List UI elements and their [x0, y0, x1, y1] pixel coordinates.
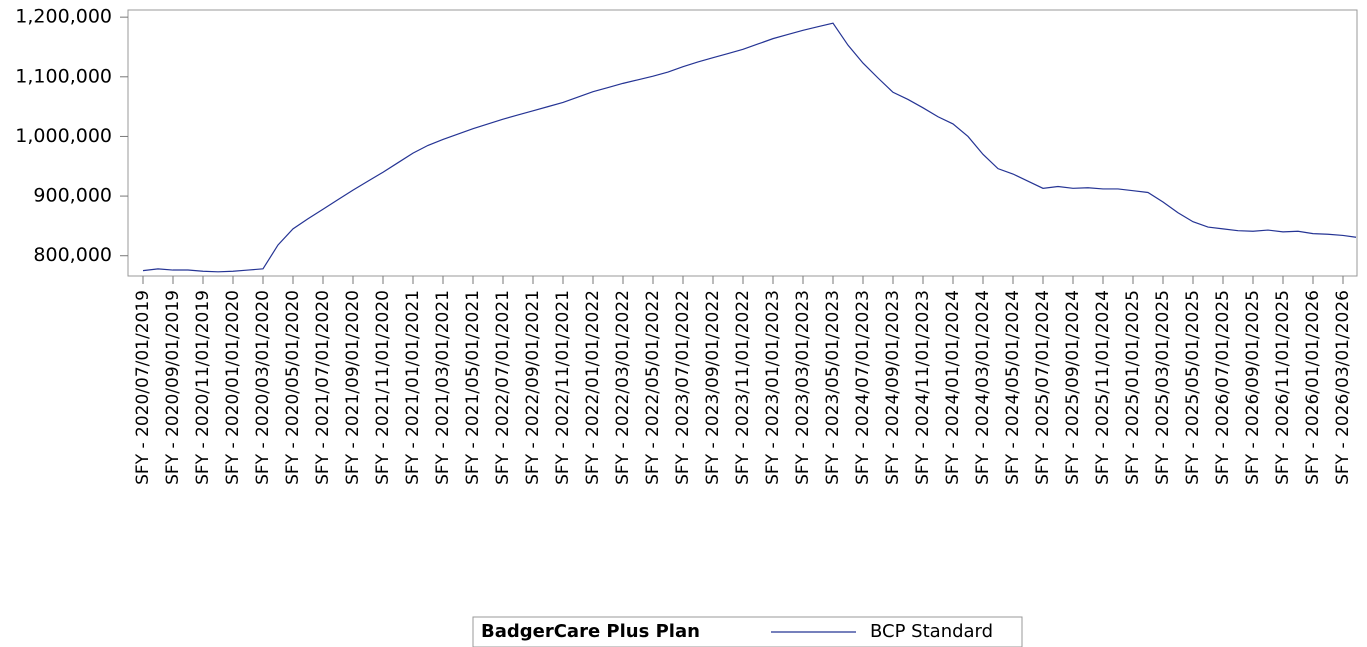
x-tick-label: SFY - 2025/09/01/2024 — [1063, 290, 1083, 485]
x-tick-label: SFY - 2020/07/01/2019 — [133, 290, 153, 485]
legend-title: BadgerCare Plus Plan — [481, 621, 700, 642]
x-tick-label: SFY - 2026/03/01/2026 — [1333, 290, 1353, 485]
x-tick-label: SFY - 2020/11/01/2019 — [193, 290, 213, 485]
x-tick-label: SFY - 2023/09/01/2022 — [703, 290, 723, 485]
x-tick-label: SFY - 2023/11/01/2022 — [733, 290, 753, 485]
x-tick-label: SFY - 2022/07/01/2021 — [493, 290, 513, 485]
x-tick-label: SFY - 2023/03/01/2023 — [793, 290, 813, 485]
x-tick-label: SFY - 2025/11/01/2024 — [1093, 290, 1113, 485]
x-tick-label: SFY - 2021/01/01/2021 — [403, 290, 423, 485]
x-tick-label: SFY - 2021/05/01/2021 — [463, 290, 483, 485]
x-tick-label: SFY - 2022/05/01/2022 — [643, 290, 663, 485]
x-tick-label: SFY - 2022/09/01/2021 — [523, 290, 543, 485]
y-tick-label: 1,200,000 — [15, 6, 112, 28]
x-tick-label: SFY - 2022/03/01/2022 — [613, 290, 633, 485]
x-tick-label: SFY - 2021/11/01/2020 — [373, 290, 393, 485]
series-line — [142, 22, 1357, 273]
x-tick-label: SFY - 2024/01/01/2024 — [943, 290, 963, 485]
legend-label: BCP Standard — [870, 621, 993, 642]
x-tick-label: SFY - 2021/03/01/2021 — [433, 290, 453, 485]
x-tick-label: SFY - 2026/09/01/2025 — [1243, 290, 1263, 485]
x-tick-label: SFY - 2021/09/01/2020 — [343, 290, 363, 485]
x-tick-label: SFY - 2023/05/01/2023 — [823, 290, 843, 485]
x-tick-label: SFY - 2020/01/01/2020 — [223, 290, 243, 485]
x-tick-label: SFY - 2023/07/01/2022 — [673, 290, 693, 485]
y-tick-label: 900,000 — [33, 185, 112, 207]
x-tick-label: SFY - 2024/07/01/2023 — [853, 290, 873, 485]
x-tick-label: SFY - 2020/03/01/2020 — [253, 290, 273, 485]
x-tick-label: SFY - 2025/07/01/2024 — [1033, 290, 1053, 485]
x-tick-label: SFY - 2025/01/01/2025 — [1123, 290, 1143, 485]
x-tick-label: SFY - 2026/11/01/2025 — [1273, 290, 1293, 485]
x-tick-label: SFY - 2024/09/01/2023 — [883, 290, 903, 485]
x-tick-label: SFY - 2025/05/01/2025 — [1183, 290, 1203, 485]
x-tick-label: SFY - 2024/03/01/2024 — [973, 290, 993, 485]
x-tick-label: SFY - 2024/05/01/2024 — [1003, 290, 1023, 485]
y-tick-label: 1,000,000 — [15, 125, 112, 147]
x-tick-label: SFY - 2026/01/01/2026 — [1303, 290, 1323, 485]
x-tick-label: SFY - 2021/07/01/2020 — [313, 290, 333, 485]
x-tick-label: SFY - 2025/03/01/2025 — [1153, 290, 1173, 485]
x-tick-label: SFY - 2022/11/01/2021 — [553, 290, 573, 485]
x-tick-label: SFY - 2022/01/01/2022 — [583, 290, 603, 485]
x-tick-label: SFY - 2020/09/01/2019 — [163, 290, 183, 485]
legend-frame — [472, 616, 1023, 647]
x-tick-label: SFY - 2026/07/01/2025 — [1213, 290, 1233, 485]
x-tick-label: SFY - 2020/05/01/2020 — [283, 290, 303, 485]
y-tick-label: 800,000 — [33, 244, 112, 266]
y-tick-label: 1,100,000 — [15, 65, 112, 87]
x-tick-label: SFY - 2023/01/01/2023 — [763, 290, 783, 485]
x-tick-label: SFY - 2024/11/01/2023 — [913, 290, 933, 485]
